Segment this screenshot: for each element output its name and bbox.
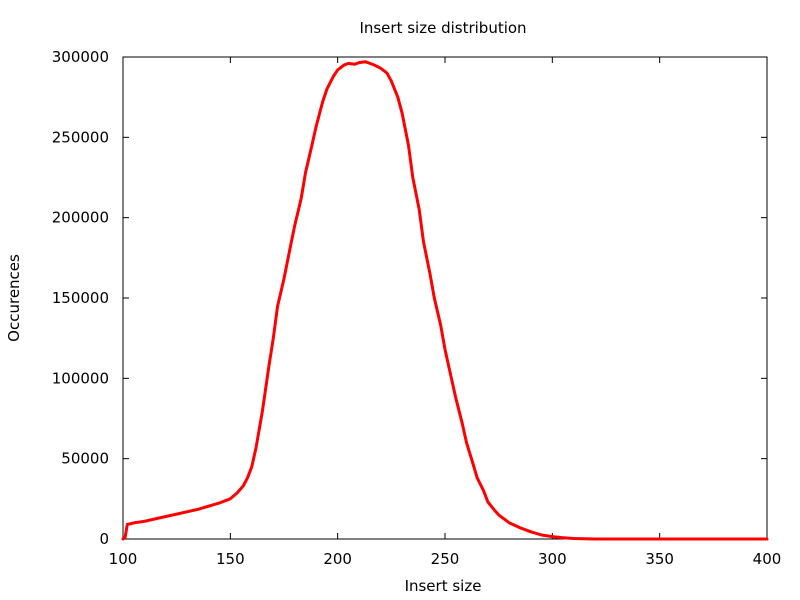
x-tick-label: 250 [431, 550, 460, 568]
y-axis-ticks: 0 50000 100000 150000 200000 250000 300000 [52, 48, 767, 548]
series-layer [121, 60, 769, 541]
y-tick-label: 0 [99, 530, 109, 548]
plot-frame [122, 56, 768, 540]
y-tick-label: 50000 [61, 450, 109, 468]
x-tick-label: 150 [216, 550, 245, 568]
chart-title: Insert size distribution [359, 19, 526, 37]
y-tick-label: 300000 [52, 48, 109, 66]
x-tick-label: 400 [753, 550, 782, 568]
x-tick-label: 100 [109, 550, 138, 568]
y-axis-title: Occurences [5, 254, 23, 342]
x-tick-label: 350 [645, 550, 674, 568]
y-tick-label: 100000 [52, 369, 109, 387]
y-tick-label: 250000 [52, 128, 109, 146]
y-tick-label: 150000 [52, 289, 109, 307]
x-axis-ticks: 100 150 200 250 300 350 400 [109, 57, 782, 568]
x-tick-label: 300 [538, 550, 567, 568]
series-line [121, 60, 769, 541]
y-tick-label: 200000 [52, 209, 109, 227]
x-tick-label: 200 [323, 550, 352, 568]
x-axis-title: Insert size [405, 577, 482, 595]
